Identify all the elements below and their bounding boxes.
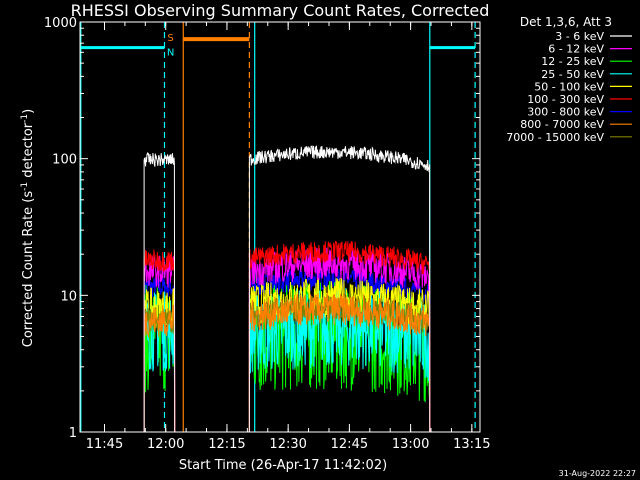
y-tick-label-1: 1 <box>69 426 77 441</box>
series-100-300-kev <box>143 240 431 432</box>
plot-content: SN <box>80 22 476 432</box>
legend-entry-2: 12 - 25 keV <box>541 55 604 68</box>
y-tick-label-10: 10 <box>60 289 77 304</box>
series-3-6-kev <box>143 145 431 432</box>
series-800-7000-kev <box>143 292 431 432</box>
series-trace-0 <box>143 151 176 432</box>
legend-entry-0: 3 - 6 keV <box>555 30 604 43</box>
y-tick-label-100: 100 <box>52 153 77 168</box>
x-tick-label-12:45: 12:45 <box>331 437 368 452</box>
plot-frame <box>79 21 481 433</box>
legend-entry-1: 6 - 12 keV <box>548 43 604 56</box>
timestamp-footer: 31-Aug-2022 22:27 <box>559 469 636 478</box>
plot-area: SN <box>80 22 476 432</box>
saa-label: S <box>167 33 173 44</box>
axes: 11:45 12:00 12:15 12:30 12:45 13:00 13:15 1 10 10… <box>44 16 491 452</box>
x-tick-label-13:00: 13:00 <box>392 437 429 452</box>
x-tick-label-12:00: 12:00 <box>147 437 184 452</box>
x-tick-label-13:15: 13:15 <box>453 437 490 452</box>
x-tick-label-12:15: 12:15 <box>208 437 245 452</box>
x-tick-label-12:30: 12:30 <box>269 437 306 452</box>
x-tick-label-11:45: 11:45 <box>86 437 123 452</box>
series-trace-1 <box>248 240 431 432</box>
series-trace-0 <box>143 304 176 432</box>
y-tick-label-1000: 1000 <box>44 16 77 31</box>
y-axis-label: Corrected Count Rate (s-1 detector-1) <box>20 109 36 347</box>
legend-entry-8: 7000 - 15000 keV <box>506 131 604 144</box>
x-axis-label: Start Time (26-Apr-17 11:42:02) <box>179 458 387 473</box>
series-trace-0 <box>143 249 176 432</box>
legend-entry-4: 50 - 100 keV <box>534 80 604 93</box>
legend-entry-3: 25 - 50 keV <box>541 68 604 81</box>
series-trace-1 <box>248 145 431 432</box>
legend-header: Det 1,3,6, Att 3 <box>520 15 612 29</box>
legend-entry-5: 100 - 300 keV <box>527 93 604 106</box>
legend-entry-7: 800 - 7000 keV <box>520 118 604 131</box>
legend-entry-6: 300 - 800 keV <box>527 106 604 119</box>
chart-title: RHESSI Observing Summary Count Rates, Co… <box>71 1 490 20</box>
night-label: N <box>167 48 174 59</box>
series-trace-1 <box>248 292 431 432</box>
